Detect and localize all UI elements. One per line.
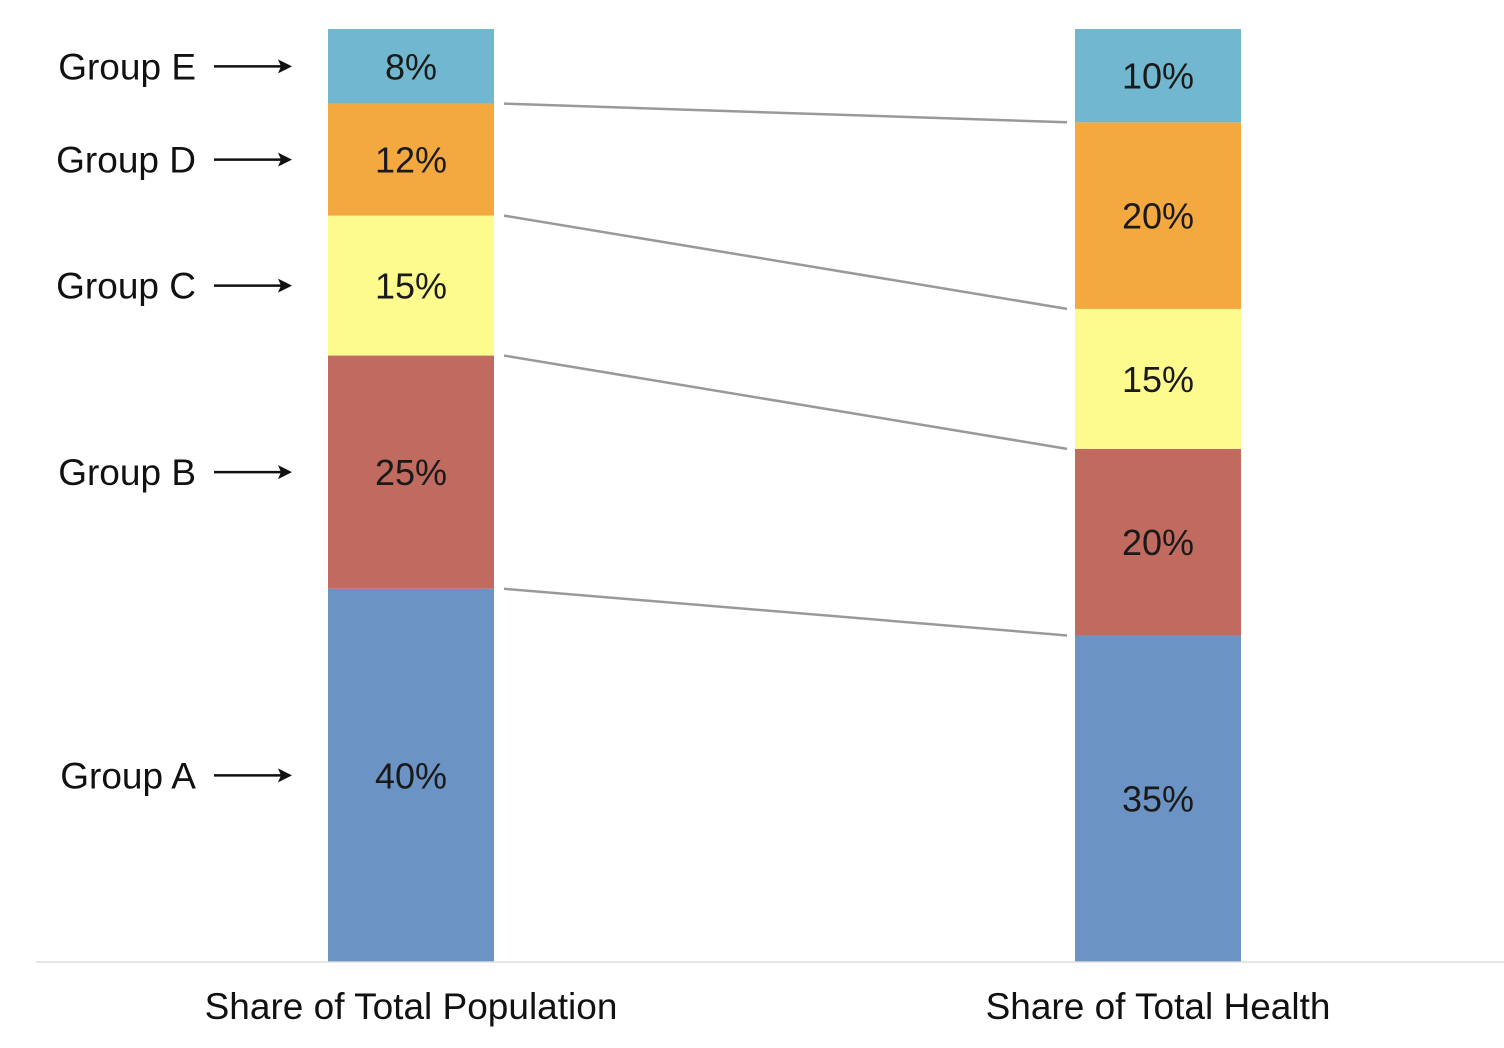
- data-label-group-b-share-of-total-population: 25%: [375, 452, 447, 493]
- bar-segment-group-e-share-of-total-health: [1075, 29, 1241, 123]
- group-label-group-e: Group E: [58, 46, 196, 87]
- group-label-group-a: Group A: [60, 755, 196, 796]
- connector-line-1: [503, 587, 1068, 637]
- group-label-group-d: Group D: [56, 140, 196, 181]
- bar-segment-group-c-share-of-total-health: [1075, 308, 1241, 449]
- data-label-group-d-share-of-total-population: 12%: [375, 140, 447, 181]
- connector-line-2: [503, 354, 1068, 451]
- connector-line-4: [503, 102, 1068, 124]
- arrow-head-group-a: [278, 768, 292, 783]
- data-label-group-e-share-of-total-health: 10%: [1122, 56, 1194, 97]
- bar-segment-group-d-share-of-total-health: [1075, 122, 1241, 309]
- data-label-group-a-share-of-total-population: 40%: [375, 755, 447, 796]
- arrow-head-group-d: [278, 152, 292, 167]
- group-label-group-c: Group C: [56, 266, 196, 307]
- bar-segment-group-a-share-of-total-population: [328, 588, 494, 962]
- bar-segment-group-e-share-of-total-population: [328, 29, 494, 104]
- bar-segment-group-d-share-of-total-population: [328, 103, 494, 216]
- data-label-group-e-share-of-total-population: 8%: [385, 46, 437, 87]
- data-label-group-c-share-of-total-health: 15%: [1122, 359, 1194, 400]
- category-label-share-of-total-population: Share of Total Population: [205, 986, 618, 1027]
- bar-segment-group-b-share-of-total-population: [328, 355, 494, 589]
- category-labels: Share of Total Population Share of Total …: [205, 986, 1331, 1027]
- bar-segment-group-c-share-of-total-population: [328, 215, 494, 356]
- connector-lines: [503, 102, 1068, 637]
- data-label-group-c-share-of-total-population: 15%: [375, 266, 447, 307]
- connector-line-3: [503, 214, 1068, 311]
- arrow-head-group-c: [278, 278, 292, 293]
- group-legend: Group A Group B Group C Group D Group E: [56, 46, 292, 796]
- category-label-share-of-total-health: Share of Total Health: [986, 986, 1331, 1027]
- arrow-head-group-b: [278, 465, 292, 480]
- data-label-group-b-share-of-total-health: 20%: [1122, 522, 1194, 563]
- bars-layer: 40% 25% 15% 12% 8% 35% 20% 15% 20% 10%: [328, 29, 1241, 962]
- data-label-group-a-share-of-total-health: 35%: [1122, 779, 1194, 820]
- data-label-group-d-share-of-total-health: 20%: [1122, 196, 1194, 237]
- bar-segment-group-a-share-of-total-health: [1075, 635, 1241, 962]
- bar-segment-group-b-share-of-total-health: [1075, 448, 1241, 636]
- arrow-head-group-e: [278, 59, 292, 74]
- group-label-group-b: Group B: [58, 452, 196, 493]
